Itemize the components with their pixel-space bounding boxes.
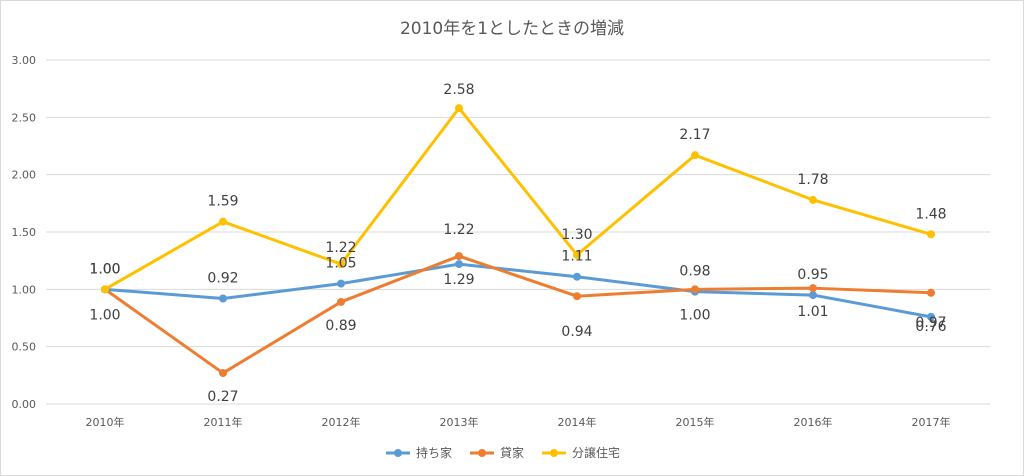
series-lines	[101, 104, 935, 378]
data-label: 2.58	[443, 82, 474, 98]
y-tick-label: 1.50	[12, 226, 37, 239]
data-label: 1.01	[797, 304, 828, 320]
data-label: 1.29	[443, 272, 474, 288]
data-point	[219, 294, 227, 303]
data-label: 1.30	[561, 227, 592, 243]
series-line-0	[104, 262, 932, 319]
data-label: 0.89	[325, 318, 356, 334]
data-label: 1.48	[915, 206, 946, 222]
legend-marker	[478, 449, 486, 457]
legend-marker	[550, 449, 558, 457]
data-label: 0.94	[561, 324, 592, 340]
data-label: 1.22	[443, 222, 474, 238]
y-tick-label: 0.50	[12, 341, 37, 354]
data-point	[101, 285, 109, 294]
legend: 持ち家 貸家 分譲住宅	[386, 445, 620, 460]
data-label: 0.98	[679, 264, 710, 280]
x-tick-label: 2010年	[86, 415, 125, 429]
x-tick-label: 2017年	[912, 415, 951, 429]
data-point	[573, 272, 581, 281]
y-tick-label: 3.00	[12, 54, 37, 67]
data-point	[691, 151, 699, 160]
series-line-2	[104, 106, 932, 291]
data-point	[455, 260, 463, 269]
data-label: 0.27	[207, 389, 238, 405]
data-point	[219, 217, 227, 226]
x-axis-ticks: 2010年 2011年 2012年 2013年 2014年 2015年 2016年 2017年	[86, 415, 951, 429]
data-point	[809, 291, 817, 300]
x-tick-label: 2015年	[676, 415, 715, 429]
y-tick-label: 2.00	[12, 169, 37, 182]
data-point	[927, 288, 935, 297]
data-point	[455, 104, 463, 113]
data-label: 1.00	[89, 307, 120, 323]
data-label: 1.05	[325, 256, 356, 272]
legend-label: 持ち家	[416, 445, 452, 460]
legend-marker	[394, 449, 402, 457]
y-tick-label: 0.00	[12, 398, 37, 411]
data-label: 1.11	[561, 249, 592, 265]
data-label: 1.78	[797, 172, 828, 188]
data-point	[337, 260, 345, 269]
x-tick-label: 2011年	[204, 415, 243, 429]
data-point	[573, 292, 581, 301]
chart-title: 2010年を1としたときの増減	[400, 19, 624, 39]
data-point	[337, 297, 345, 306]
data-point	[809, 195, 817, 204]
y-axis-ticks: 0.00 0.50 1.00 1.50 2.00 2.50 3.00	[12, 54, 37, 411]
data-point	[219, 369, 227, 378]
data-label: 1.00	[89, 261, 120, 277]
data-label: 0.76	[915, 319, 946, 335]
x-tick-label: 2012年	[322, 415, 361, 429]
data-point	[927, 312, 935, 321]
data-point	[455, 252, 463, 261]
data-labels: 1.000.921.051.221.110.98 0.950.761.000.27…	[89, 82, 946, 405]
x-tick-label: 2013年	[440, 415, 479, 429]
y-tick-label: 1.00	[12, 283, 37, 296]
data-label: 1.00	[89, 261, 120, 277]
data-label: 1.22	[325, 240, 356, 256]
y-tick-label: 2.50	[12, 111, 37, 124]
data-point	[337, 279, 345, 288]
data-point	[809, 284, 817, 293]
data-point	[927, 230, 935, 239]
data-label: 2.17	[679, 127, 710, 143]
data-label: 1.59	[207, 194, 238, 210]
data-label: 0.92	[207, 271, 238, 287]
legend-label: 分譲住宅	[572, 445, 620, 460]
data-point	[573, 250, 581, 259]
x-tick-label: 2014年	[558, 415, 597, 429]
data-label: 0.97	[915, 315, 946, 331]
legend-label: 貸家	[500, 445, 524, 460]
data-label: 0.95	[797, 267, 828, 283]
x-tick-label: 2016年	[794, 415, 833, 429]
grid-lines	[46, 59, 990, 405]
series-line-1	[104, 254, 932, 375]
data-label: 1.00	[679, 307, 710, 323]
data-point	[691, 285, 699, 294]
